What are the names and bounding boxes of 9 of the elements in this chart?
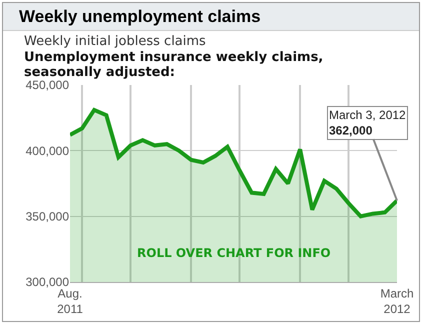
y-tick-label: 450,000 — [26, 78, 70, 92]
y-tick-label: 350,000 — [26, 210, 70, 224]
chart-subtitle: Weekly initial jobless claims — [24, 34, 206, 49]
chart-title: Weekly unemployment claims — [3, 3, 419, 31]
annotation: ROLL OVER CHART FOR INFO — [137, 246, 331, 260]
text: Unemployment insurance weekly claims, seasonally adjusted: — [24, 50, 324, 80]
x-tick-label: March 2012 — [380, 286, 414, 316]
annotation: March 3, 2012 362,000 — [329, 108, 406, 138]
y-tick-label: 400,000 — [26, 144, 70, 158]
